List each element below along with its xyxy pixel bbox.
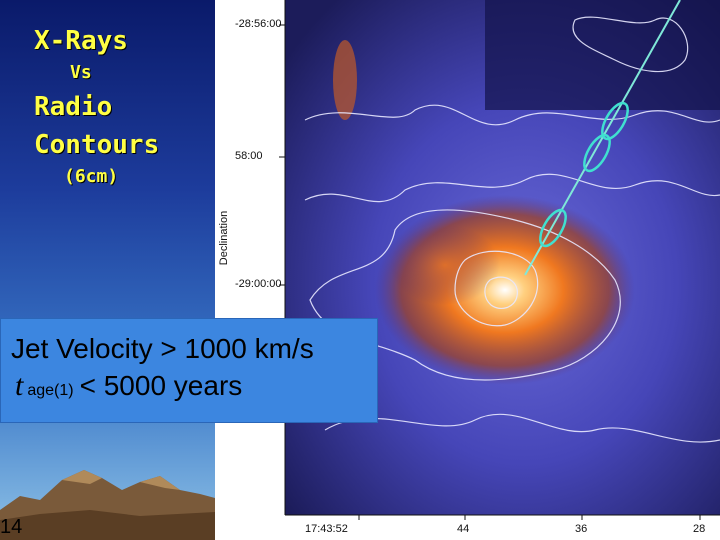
y-tick-label: -28:56:00 <box>235 18 282 30</box>
title-xrays: X-Rays <box>34 26 128 56</box>
title-wavelength: (6cm) <box>64 166 119 187</box>
y-axis-label: Declination <box>218 210 231 266</box>
x-tick-label: 28 <box>693 523 706 535</box>
mountain-illustration <box>0 470 215 540</box>
title-radio: Radio <box>34 92 113 122</box>
x-tick-label: 44 <box>457 523 470 535</box>
age-subscript: age(1) <box>27 382 74 399</box>
x-tick-label: 17:43:52 <box>305 523 348 535</box>
title-vs: Vs <box>70 62 92 83</box>
y-tick-label: 58:00 <box>235 150 263 162</box>
y-tick-label: -29:00:00 <box>235 278 282 290</box>
xray-radio-overlay <box>279 0 720 540</box>
x-tick-label: 36 <box>575 523 588 535</box>
jet-velocity-text: Jet Velocity > 1000 km/s <box>11 333 314 364</box>
title-contours: Contours <box>34 130 160 160</box>
astronomy-image: -28:56:00 58:00 -29:00:00 Declination 17… <box>215 0 720 540</box>
age-line: t age(1) < 5000 years <box>15 369 242 403</box>
slide-number: 14 <box>0 516 23 538</box>
age-symbol: t <box>15 369 24 402</box>
age-value-text: < 5000 years <box>79 370 243 401</box>
info-box: Jet Velocity > 1000 km/s t age(1) < 5000 y… <box>0 318 378 423</box>
